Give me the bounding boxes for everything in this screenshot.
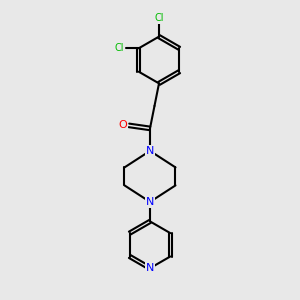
Text: Cl: Cl: [115, 43, 124, 53]
Text: N: N: [146, 197, 154, 207]
Text: N: N: [146, 263, 154, 273]
Text: N: N: [146, 146, 154, 156]
Text: O: O: [118, 120, 127, 130]
Text: Cl: Cl: [154, 13, 164, 23]
